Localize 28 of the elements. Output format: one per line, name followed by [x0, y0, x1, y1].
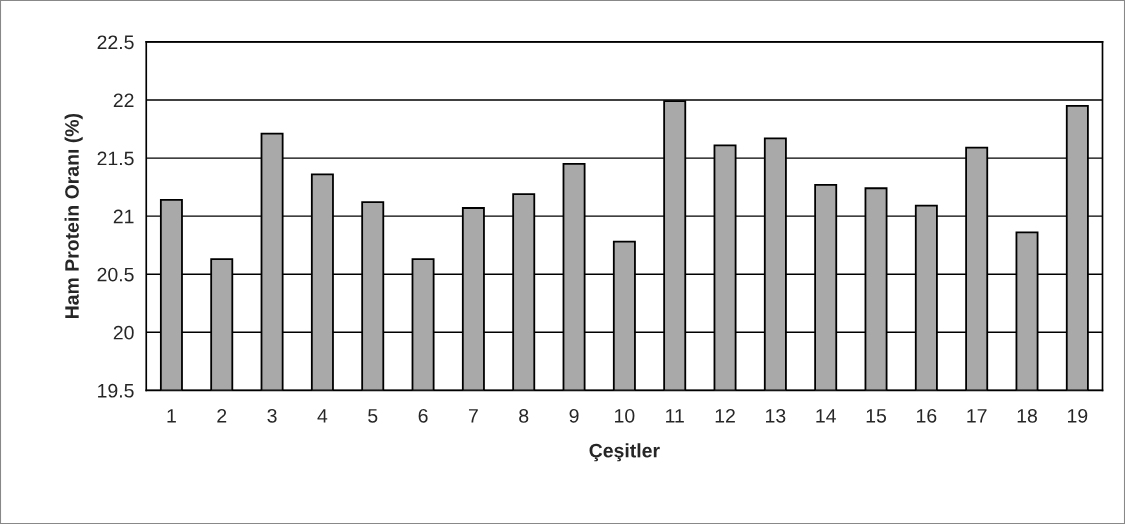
x-tick-label: 15: [866, 409, 887, 423]
x-tick-label: 5: [368, 409, 378, 423]
x-tick-label: 6: [418, 408, 428, 423]
x-tick-label: 16: [917, 408, 937, 423]
y-axis-title: Ham Protein Oranı (%): [64, 113, 83, 319]
x-tick-label: 4: [317, 409, 328, 423]
x-tick-label: 8: [519, 408, 529, 423]
x-tick-label: 9: [569, 408, 579, 423]
y-tick-label: 22: [113, 93, 134, 108]
x-tick-label: 12: [715, 408, 735, 423]
x-tick-label: 19: [1068, 408, 1088, 423]
x-tick-label: 1: [167, 409, 176, 423]
x-tick-label: 2: [217, 408, 227, 423]
y-tick-label: 21.5: [97, 151, 134, 166]
y-tick-label: 22.5: [97, 35, 134, 50]
y-tick-label: 20.5: [97, 267, 134, 282]
x-tick-label: 17: [967, 409, 987, 423]
y-tick-label: 19.5: [98, 383, 134, 398]
x-axis-title: Çeşitler: [589, 443, 660, 462]
x-tick-label: 7: [468, 409, 478, 423]
x-tick-label: 13: [766, 408, 786, 423]
x-tick-label: 14: [816, 409, 836, 423]
x-tick-label: 3: [267, 408, 277, 423]
y-tick-label: 20: [113, 325, 134, 340]
x-tick-label: 18: [1017, 408, 1037, 423]
x-tick-label: 10: [615, 408, 635, 423]
y-tick-label: 21: [113, 209, 134, 224]
x-tick-label: 11: [666, 409, 684, 423]
